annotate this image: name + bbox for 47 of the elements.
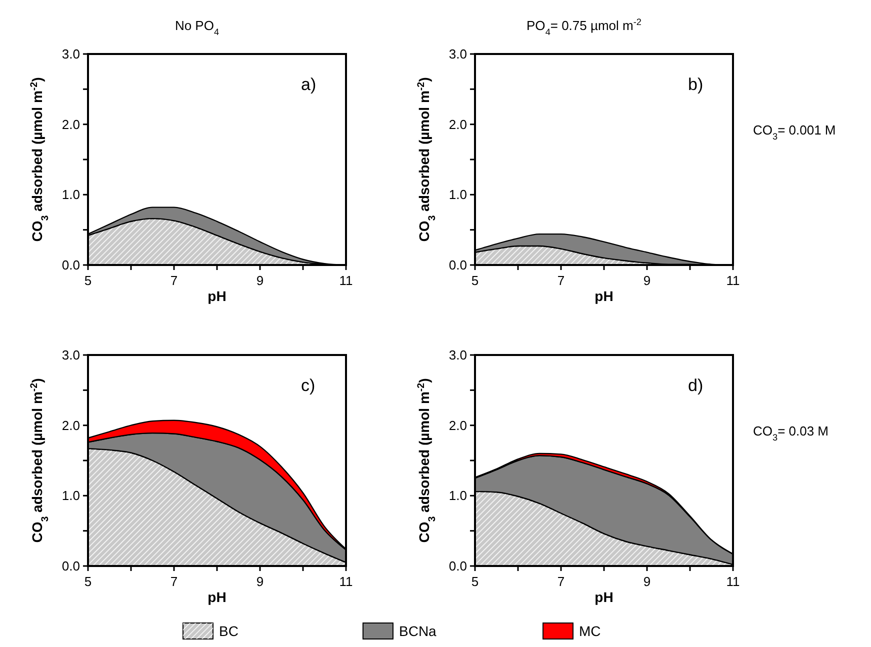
chart-title: No PO$_{4}$ (174, 18, 220, 37)
y-tick-label: 2.0 (62, 116, 80, 132)
annotation: d) (688, 376, 704, 395)
y-tick-label: 1.0 (448, 488, 467, 504)
y-tick-label: 3.0 (62, 348, 80, 363)
x-tick-label: 7 (557, 574, 565, 589)
y-tick-label: 1.0 (62, 488, 80, 504)
x-axis-title: pH (208, 288, 226, 304)
y-tick-label: 3.0 (448, 46, 467, 62)
x-axis-title: pH (594, 589, 614, 605)
y-tick-label: 0.0 (448, 558, 467, 574)
x-axis-title: pH (594, 288, 614, 304)
y-tick-label: 0.0 (62, 258, 80, 273)
x-tick-label: 11 (339, 574, 353, 589)
text: CO$_{3}$= 0.001 M (753, 122, 836, 142)
x-tick-label: 5 (84, 273, 92, 288)
y-tick-label: 0.0 (62, 558, 80, 574)
x-tick-label: 7 (170, 273, 178, 288)
x-tick-label: 11 (726, 273, 740, 288)
annotation: c) (301, 376, 316, 395)
x-tick-label: 5 (471, 574, 479, 589)
x-tick-label: 9 (256, 273, 264, 288)
y-tick-label: 2.0 (62, 418, 80, 433)
x-tick-label: 5 (84, 574, 92, 589)
annotation: b) (688, 75, 704, 94)
chart-title: PO$_{4}$= 0.75 µmol m$^{-2}$ (526, 17, 642, 37)
x-axis-title: pH (208, 589, 226, 605)
x-tick-label: 11 (726, 574, 740, 589)
y-tick-label: 1.0 (448, 187, 467, 202)
annotation: a) (301, 75, 316, 94)
y-tick-label: 0.0 (448, 258, 467, 273)
x-tick-label: 7 (170, 574, 178, 589)
x-tick-label: 9 (256, 574, 264, 589)
x-tick-label: 9 (643, 273, 651, 288)
x-tick-label: 7 (557, 273, 565, 288)
text: CO$_{3}$= 0.03 M (753, 423, 829, 442)
x-tick-label: 9 (643, 574, 651, 589)
x-tick-label: 11 (339, 273, 353, 288)
y-tick-label: 1.0 (62, 187, 80, 202)
y-tick-label: 3.0 (448, 348, 467, 363)
y-tick-label: 3.0 (62, 46, 80, 62)
y-tick-label: 2.0 (448, 116, 467, 132)
legend-label: BCNa (399, 623, 437, 639)
legend-label: MC (579, 623, 601, 639)
x-tick-label: 5 (471, 273, 479, 288)
y-tick-label: 2.0 (448, 418, 467, 433)
legend-label: BC (219, 623, 238, 639)
